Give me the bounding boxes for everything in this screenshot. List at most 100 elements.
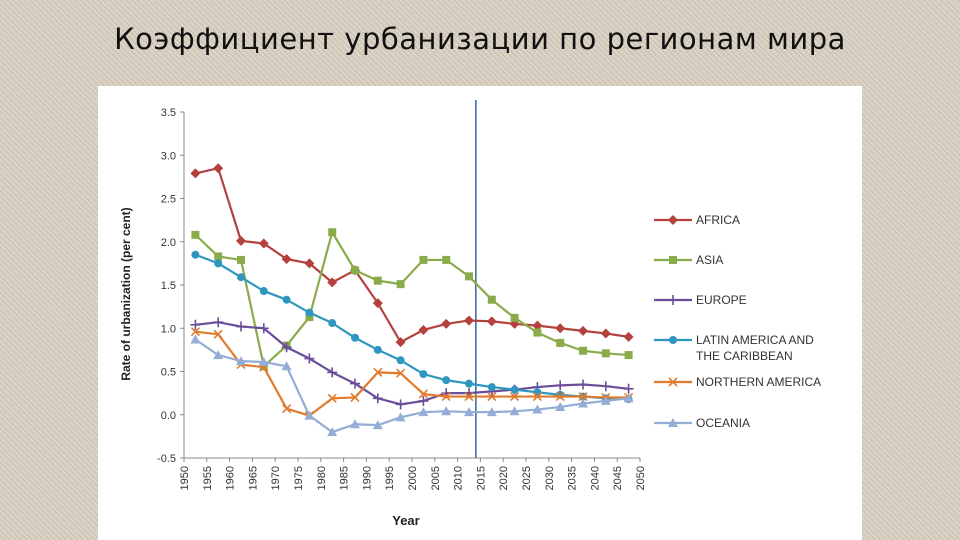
data-point-triangle	[600, 395, 611, 405]
data-point-x	[510, 392, 520, 402]
data-point-triangle	[395, 412, 406, 422]
data-point-x	[464, 392, 474, 402]
x-tick-label: 1965	[247, 466, 259, 490]
x-tick-label: 2005	[430, 466, 442, 490]
data-point-square	[579, 346, 587, 355]
data-point-square	[396, 280, 405, 289]
series-line	[194, 338, 629, 434]
data-point-plus	[258, 323, 269, 334]
data-point-square	[510, 313, 519, 322]
legend-label: NORTHERN AMERICA	[696, 375, 821, 389]
data-point-square	[191, 230, 200, 239]
data-point-square	[533, 328, 542, 337]
data-point-square	[487, 295, 496, 304]
legend-label: ASIA	[696, 253, 723, 267]
data-point-triangle	[418, 407, 429, 417]
data-point-circle	[510, 385, 519, 394]
data-point-square	[328, 228, 337, 237]
x-tick-label: 2050	[635, 466, 647, 490]
data-point-square	[419, 255, 428, 264]
legend-label: OCEANIA	[696, 416, 750, 430]
data-point-x	[282, 404, 292, 414]
data-point-triangle	[464, 407, 474, 417]
data-point-triangle	[668, 418, 678, 427]
y-tick-label: 1.5	[161, 280, 176, 292]
data-point-circle	[396, 356, 405, 365]
data-point-square	[442, 255, 451, 264]
slide-title: Коэффициент урбанизации по регионам мира	[114, 22, 846, 56]
data-point-triangle	[555, 401, 566, 411]
series-line	[195, 167, 629, 344]
x-tick-label: 1995	[384, 466, 396, 490]
data-point-diamond	[668, 215, 678, 225]
data-point-square	[214, 252, 223, 261]
data-point-triangle	[532, 404, 543, 414]
data-point-square	[601, 349, 610, 358]
data-point-circle	[373, 345, 382, 354]
data-point-circle	[487, 383, 496, 392]
data-point-x	[190, 327, 200, 337]
x-tick-label: 2035	[567, 466, 579, 490]
chart-legend: AFRICA ASIA EUROPE LATIN AMERICA AND THE CAR…	[654, 213, 821, 430]
data-point-triangle	[213, 350, 224, 360]
x-tick-label: 2040	[589, 466, 601, 490]
data-point-plus	[578, 379, 588, 390]
chart-panel: 3.5 3.0 2.5 2.0 1.5 1.0 0.5 0.0 -0.5 1950 1955 1960…	[98, 86, 862, 540]
data-point-diamond	[532, 320, 543, 331]
x-tick-label: 2000	[407, 466, 419, 490]
data-point-x	[327, 393, 337, 403]
data-point-circle	[214, 259, 223, 268]
x-tick-label: 2015	[475, 466, 487, 490]
data-point-diamond	[418, 324, 429, 335]
data-point-x	[418, 389, 428, 399]
data-point-square	[669, 256, 677, 264]
data-point-x	[396, 368, 406, 378]
x-tick-label: 1955	[202, 466, 214, 490]
x-tick-label: 1990	[361, 466, 373, 490]
data-point-plus	[213, 317, 224, 328]
data-point-plus	[555, 380, 566, 391]
data-point-x	[487, 392, 497, 402]
legend-label: LATIN AMERICA AND THE CARIBBEAN	[696, 333, 814, 363]
legend-label: AFRICA	[696, 213, 740, 227]
legend-item: NORTHERN AMERICA	[654, 375, 821, 389]
data-point-x	[350, 392, 360, 403]
data-point-x	[555, 392, 565, 402]
y-tick-label: -0.5	[157, 453, 176, 465]
data-point-circle	[259, 287, 268, 296]
data-point-circle	[237, 273, 245, 282]
data-point-triangle	[441, 406, 452, 416]
x-tick-label: 2010	[453, 466, 465, 490]
y-tick-label: 3.5	[161, 107, 176, 119]
legend-item: OCEANIA	[654, 416, 750, 430]
data-point-x	[441, 392, 451, 402]
series-layer	[190, 163, 634, 437]
data-point-x	[532, 392, 542, 402]
x-tick-label: 1950	[179, 466, 191, 490]
data-point-diamond	[555, 323, 566, 334]
data-point-triangle	[578, 398, 588, 408]
x-axis-label: Year	[392, 513, 419, 528]
legend-item: EUROPE	[654, 293, 747, 307]
data-point-diamond	[372, 298, 383, 309]
data-point-plus	[623, 383, 634, 394]
data-point-triangle	[281, 361, 292, 371]
data-point-circle	[533, 388, 542, 397]
data-point-triangle	[236, 356, 246, 366]
data-point-plus	[350, 378, 360, 389]
series-5	[190, 327, 634, 421]
data-point-diamond	[464, 315, 474, 326]
data-point-diamond	[236, 235, 246, 246]
data-point-square	[237, 255, 245, 264]
y-tick-label: 2.0	[161, 237, 176, 249]
x-tick-label: 1975	[293, 466, 305, 490]
data-point-square	[556, 338, 565, 347]
data-point-plus	[236, 321, 246, 332]
y-tick-label: 0.0	[161, 410, 176, 422]
x-tick-label: 2020	[498, 466, 510, 490]
x-tick-label: 1960	[225, 466, 237, 490]
y-axis-label: Rate of urbanization (per cent)	[119, 207, 133, 380]
data-point-triangle	[350, 419, 360, 429]
data-point-circle	[442, 376, 451, 385]
data-point-triangle	[623, 393, 634, 403]
